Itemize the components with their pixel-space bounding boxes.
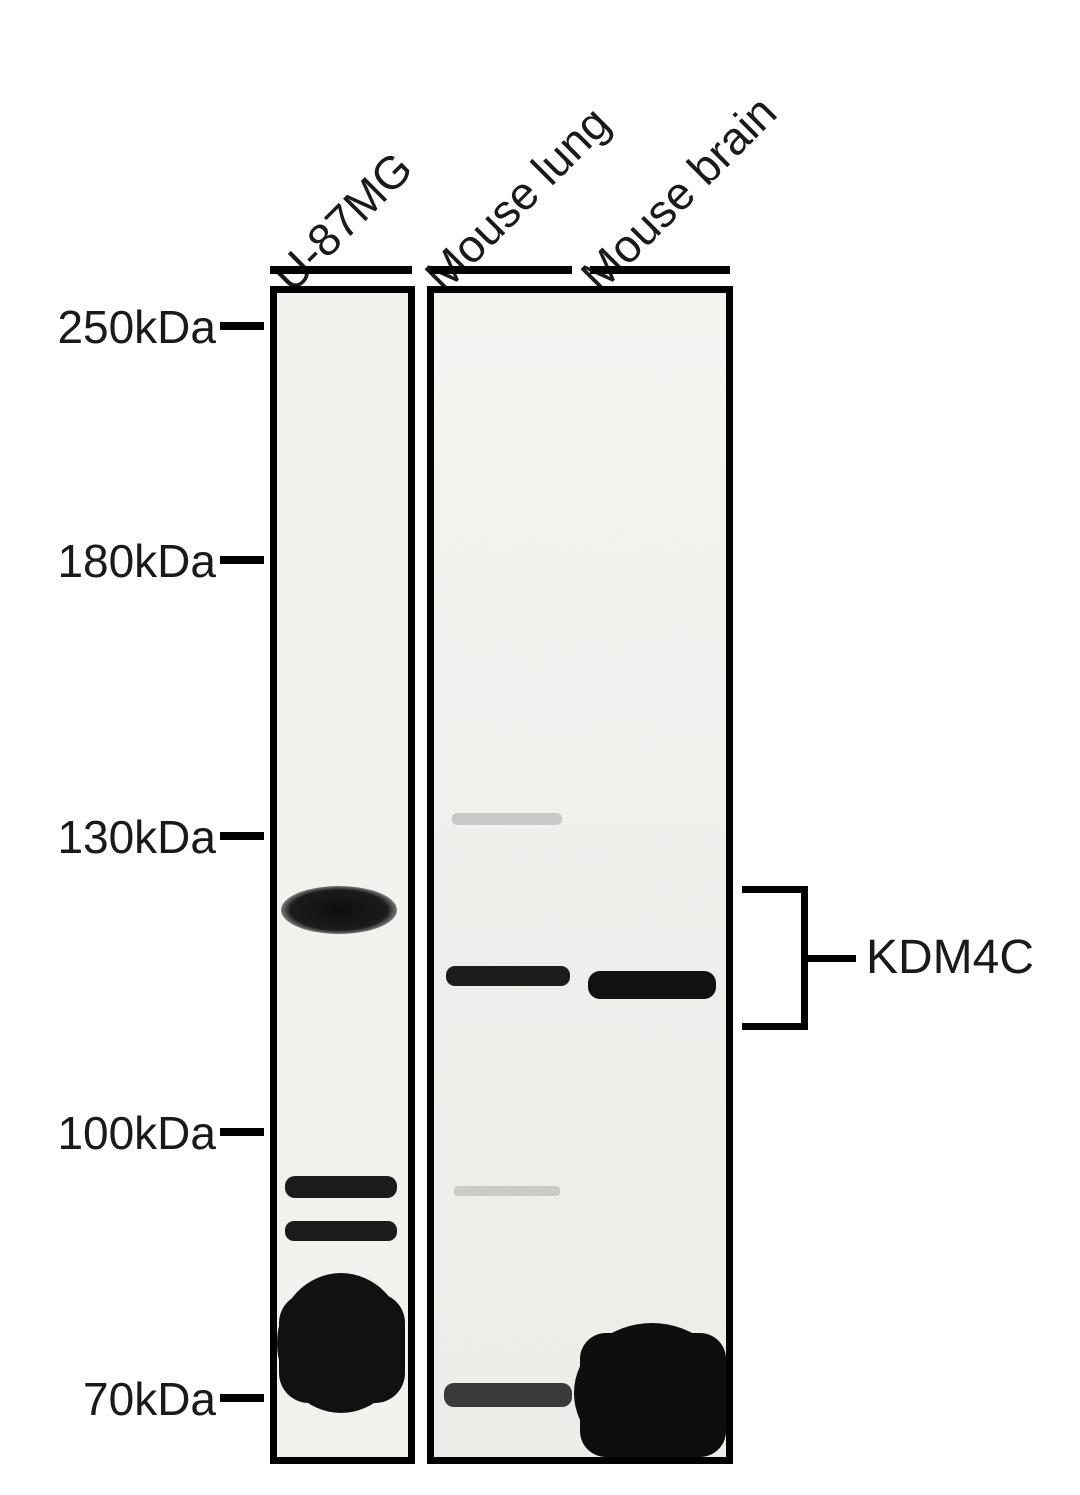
- bracket-bottom: [742, 1023, 808, 1030]
- marker-text: 100kDa: [57, 1107, 216, 1159]
- marker-tick-130: [220, 832, 264, 840]
- bracket-top: [742, 886, 808, 893]
- lane-underline-3: [590, 266, 730, 274]
- lane-label-text: U-87MG: [263, 142, 423, 302]
- marker-label-180: 180kDa: [0, 534, 216, 588]
- marker-text: 130kDa: [57, 811, 216, 863]
- lane-box-1: [270, 286, 415, 1464]
- western-blot-figure: U-87MG Mouse lung Mouse brain 250kDa 180…: [0, 0, 1080, 1495]
- lane-underline-1: [270, 266, 412, 274]
- lane23-svg: [434, 293, 726, 1457]
- marker-tick-180: [220, 556, 264, 564]
- marker-label-70: 70kDa: [0, 1372, 216, 1426]
- marker-text: 180kDa: [57, 535, 216, 587]
- marker-text: 70kDa: [83, 1373, 216, 1425]
- marker-label-100: 100kDa: [0, 1106, 216, 1160]
- marker-tick-70: [220, 1394, 264, 1402]
- lane-box-2: [427, 286, 733, 1464]
- lane1-svg: [277, 293, 408, 1457]
- marker-label-250: 250kDa: [0, 300, 216, 354]
- bracket-dash: [808, 955, 856, 962]
- bracket-spine: [801, 886, 808, 1030]
- lane-underline-2: [430, 266, 572, 274]
- marker-tick-100: [220, 1128, 264, 1136]
- marker-tick-250: [220, 322, 264, 330]
- marker-label-130: 130kDa: [0, 810, 216, 864]
- target-text: KDM4C: [866, 931, 1034, 984]
- marker-text: 250kDa: [57, 301, 216, 353]
- target-label: KDM4C: [866, 930, 1034, 985]
- lane-label-1: U-87MG: [262, 141, 423, 302]
